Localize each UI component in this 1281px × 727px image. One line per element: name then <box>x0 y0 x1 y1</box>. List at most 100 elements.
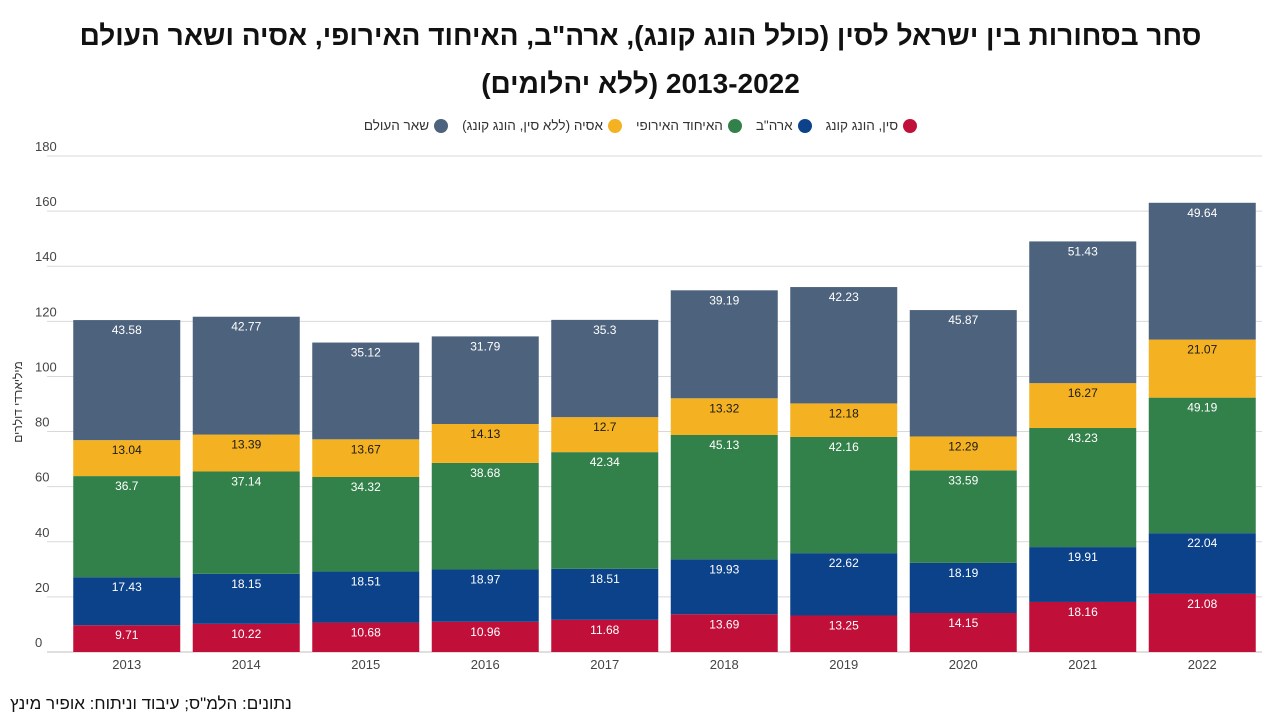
bar-segment[interactable] <box>73 440 181 477</box>
x-tick-label: 2017 <box>590 657 619 672</box>
legend-item-rest-of-world[interactable]: שאר העולם <box>363 118 449 133</box>
bar-segment[interactable] <box>670 559 778 615</box>
legend-label: שאר העולם <box>363 118 430 133</box>
data-label: 12.29 <box>948 439 978 453</box>
data-label: 18.19 <box>948 566 978 580</box>
bar-segment[interactable] <box>551 452 659 569</box>
bar-segment[interactable] <box>312 342 420 440</box>
data-label: 13.32 <box>709 401 739 415</box>
data-label: 12.18 <box>829 406 859 420</box>
bar-segment[interactable] <box>1148 593 1256 652</box>
bar-segment[interactable] <box>192 573 300 624</box>
bar-segment[interactable] <box>670 398 778 435</box>
bar-segment[interactable] <box>73 577 181 626</box>
bar-segment[interactable] <box>551 619 659 652</box>
bar-segment[interactable] <box>1148 202 1256 340</box>
bar-segment[interactable] <box>790 553 898 616</box>
data-label: 10.68 <box>351 626 381 640</box>
bar-segment[interactable] <box>192 316 300 435</box>
bar-segment[interactable] <box>551 568 659 620</box>
legend-item-asia[interactable]: אסיה (ללא סין, הונג קונג) <box>462 118 622 133</box>
bar-segment[interactable] <box>312 622 420 652</box>
bar-segment[interactable] <box>192 471 300 574</box>
bar-segment[interactable] <box>1148 397 1256 534</box>
bar-segment[interactable] <box>551 319 659 418</box>
bar-segment[interactable] <box>670 614 778 652</box>
data-label: 33.59 <box>948 473 978 487</box>
bar-segment[interactable] <box>909 436 1017 471</box>
bar-segment[interactable] <box>312 476 420 572</box>
bar-segment[interactable] <box>790 287 898 404</box>
data-label: 13.39 <box>231 438 261 452</box>
data-label: 22.04 <box>1187 536 1217 550</box>
data-label: 45.13 <box>709 438 739 452</box>
bar-segment[interactable] <box>1029 241 1137 384</box>
bar-segment[interactable] <box>1029 601 1137 652</box>
bar-segment[interactable] <box>1029 383 1137 428</box>
y-tick-label: 60 <box>35 470 49 485</box>
bar-segment[interactable] <box>431 336 539 425</box>
bar-segment[interactable] <box>1029 547 1137 602</box>
bar-segment[interactable] <box>670 290 778 399</box>
legend-label: סין, הונג קונג <box>825 118 899 133</box>
data-label: 36.7 <box>115 479 139 493</box>
bar-segment[interactable] <box>431 424 539 463</box>
bar-segment[interactable] <box>909 562 1017 614</box>
bar-segment[interactable] <box>431 462 539 570</box>
bar-segment[interactable] <box>192 434 300 472</box>
chart-title: סחר בסחורות בין ישראל לסין (כולל הונג קו… <box>0 12 1281 108</box>
bar-segment[interactable] <box>192 623 300 652</box>
legend-swatch <box>607 118 622 133</box>
data-label: 42.16 <box>829 440 859 454</box>
bar-segment[interactable] <box>73 320 181 441</box>
bar-segment[interactable] <box>1148 339 1256 398</box>
legend-label: אסיה (ללא סין, הונג קונג) <box>462 118 603 133</box>
data-label: 19.93 <box>709 562 739 576</box>
legend-item-usa[interactable]: ארה"ב <box>756 118 812 133</box>
data-label: 18.16 <box>1068 605 1098 619</box>
data-label: 22.62 <box>829 556 859 570</box>
bar-segment[interactable] <box>551 417 659 453</box>
legend-item-china[interactable]: סין, הונג קונג <box>826 118 918 133</box>
bar-segment[interactable] <box>431 621 539 652</box>
x-tick-label: 2014 <box>232 657 261 672</box>
y-tick-label: 120 <box>35 304 57 319</box>
bar-segment[interactable] <box>790 615 898 652</box>
data-label: 14.13 <box>470 427 500 441</box>
bar-segment[interactable] <box>1029 427 1137 548</box>
chart-title-line2: 2013-2022 (ללא יהלומים) <box>481 68 800 99</box>
y-tick-label: 0 <box>35 635 42 650</box>
x-tick-label: 2022 <box>1188 657 1217 672</box>
chart-title-line1: סחר בסחורות בין ישראל לסין (כולל הונג קו… <box>79 20 1202 51</box>
data-label: 10.96 <box>470 625 500 639</box>
data-label: 45.87 <box>948 313 978 327</box>
bar-segment[interactable] <box>312 571 420 623</box>
bar-segment[interactable] <box>431 569 539 622</box>
bar-segment[interactable] <box>790 436 898 554</box>
data-label: 14.15 <box>948 616 978 630</box>
data-label: 42.34 <box>590 455 620 469</box>
y-tick-label: 180 <box>35 139 57 154</box>
bar-segment[interactable] <box>909 613 1017 652</box>
data-label: 35.12 <box>351 346 381 360</box>
bar-segment[interactable] <box>73 625 181 652</box>
data-label: 34.32 <box>351 480 381 494</box>
data-label: 21.07 <box>1187 343 1217 357</box>
bar-segment[interactable] <box>790 403 898 437</box>
legend-swatch <box>727 118 742 133</box>
data-label: 18.97 <box>470 573 500 587</box>
bar-segment[interactable] <box>909 310 1017 437</box>
legend-swatch <box>797 118 812 133</box>
chart-legend: סין, הונג קונג ארה"ב האיחוד האירופי אסיה… <box>0 118 1281 133</box>
x-tick-label: 2020 <box>949 657 978 672</box>
data-label: 42.77 <box>231 320 261 334</box>
x-tick-label: 2013 <box>112 657 141 672</box>
source-note: נתונים: הלמ"ס; עיבוד וניתוח: אופיר מינץ <box>10 694 292 713</box>
bar-segment[interactable] <box>670 435 778 560</box>
bar-segment[interactable] <box>73 476 181 578</box>
y-tick-label: 80 <box>35 415 49 430</box>
bar-segment[interactable] <box>909 470 1017 563</box>
bar-segment[interactable] <box>1148 533 1256 594</box>
legend-item-eu[interactable]: האיחוד האירופי <box>636 118 742 133</box>
bar-segment[interactable] <box>312 439 420 477</box>
